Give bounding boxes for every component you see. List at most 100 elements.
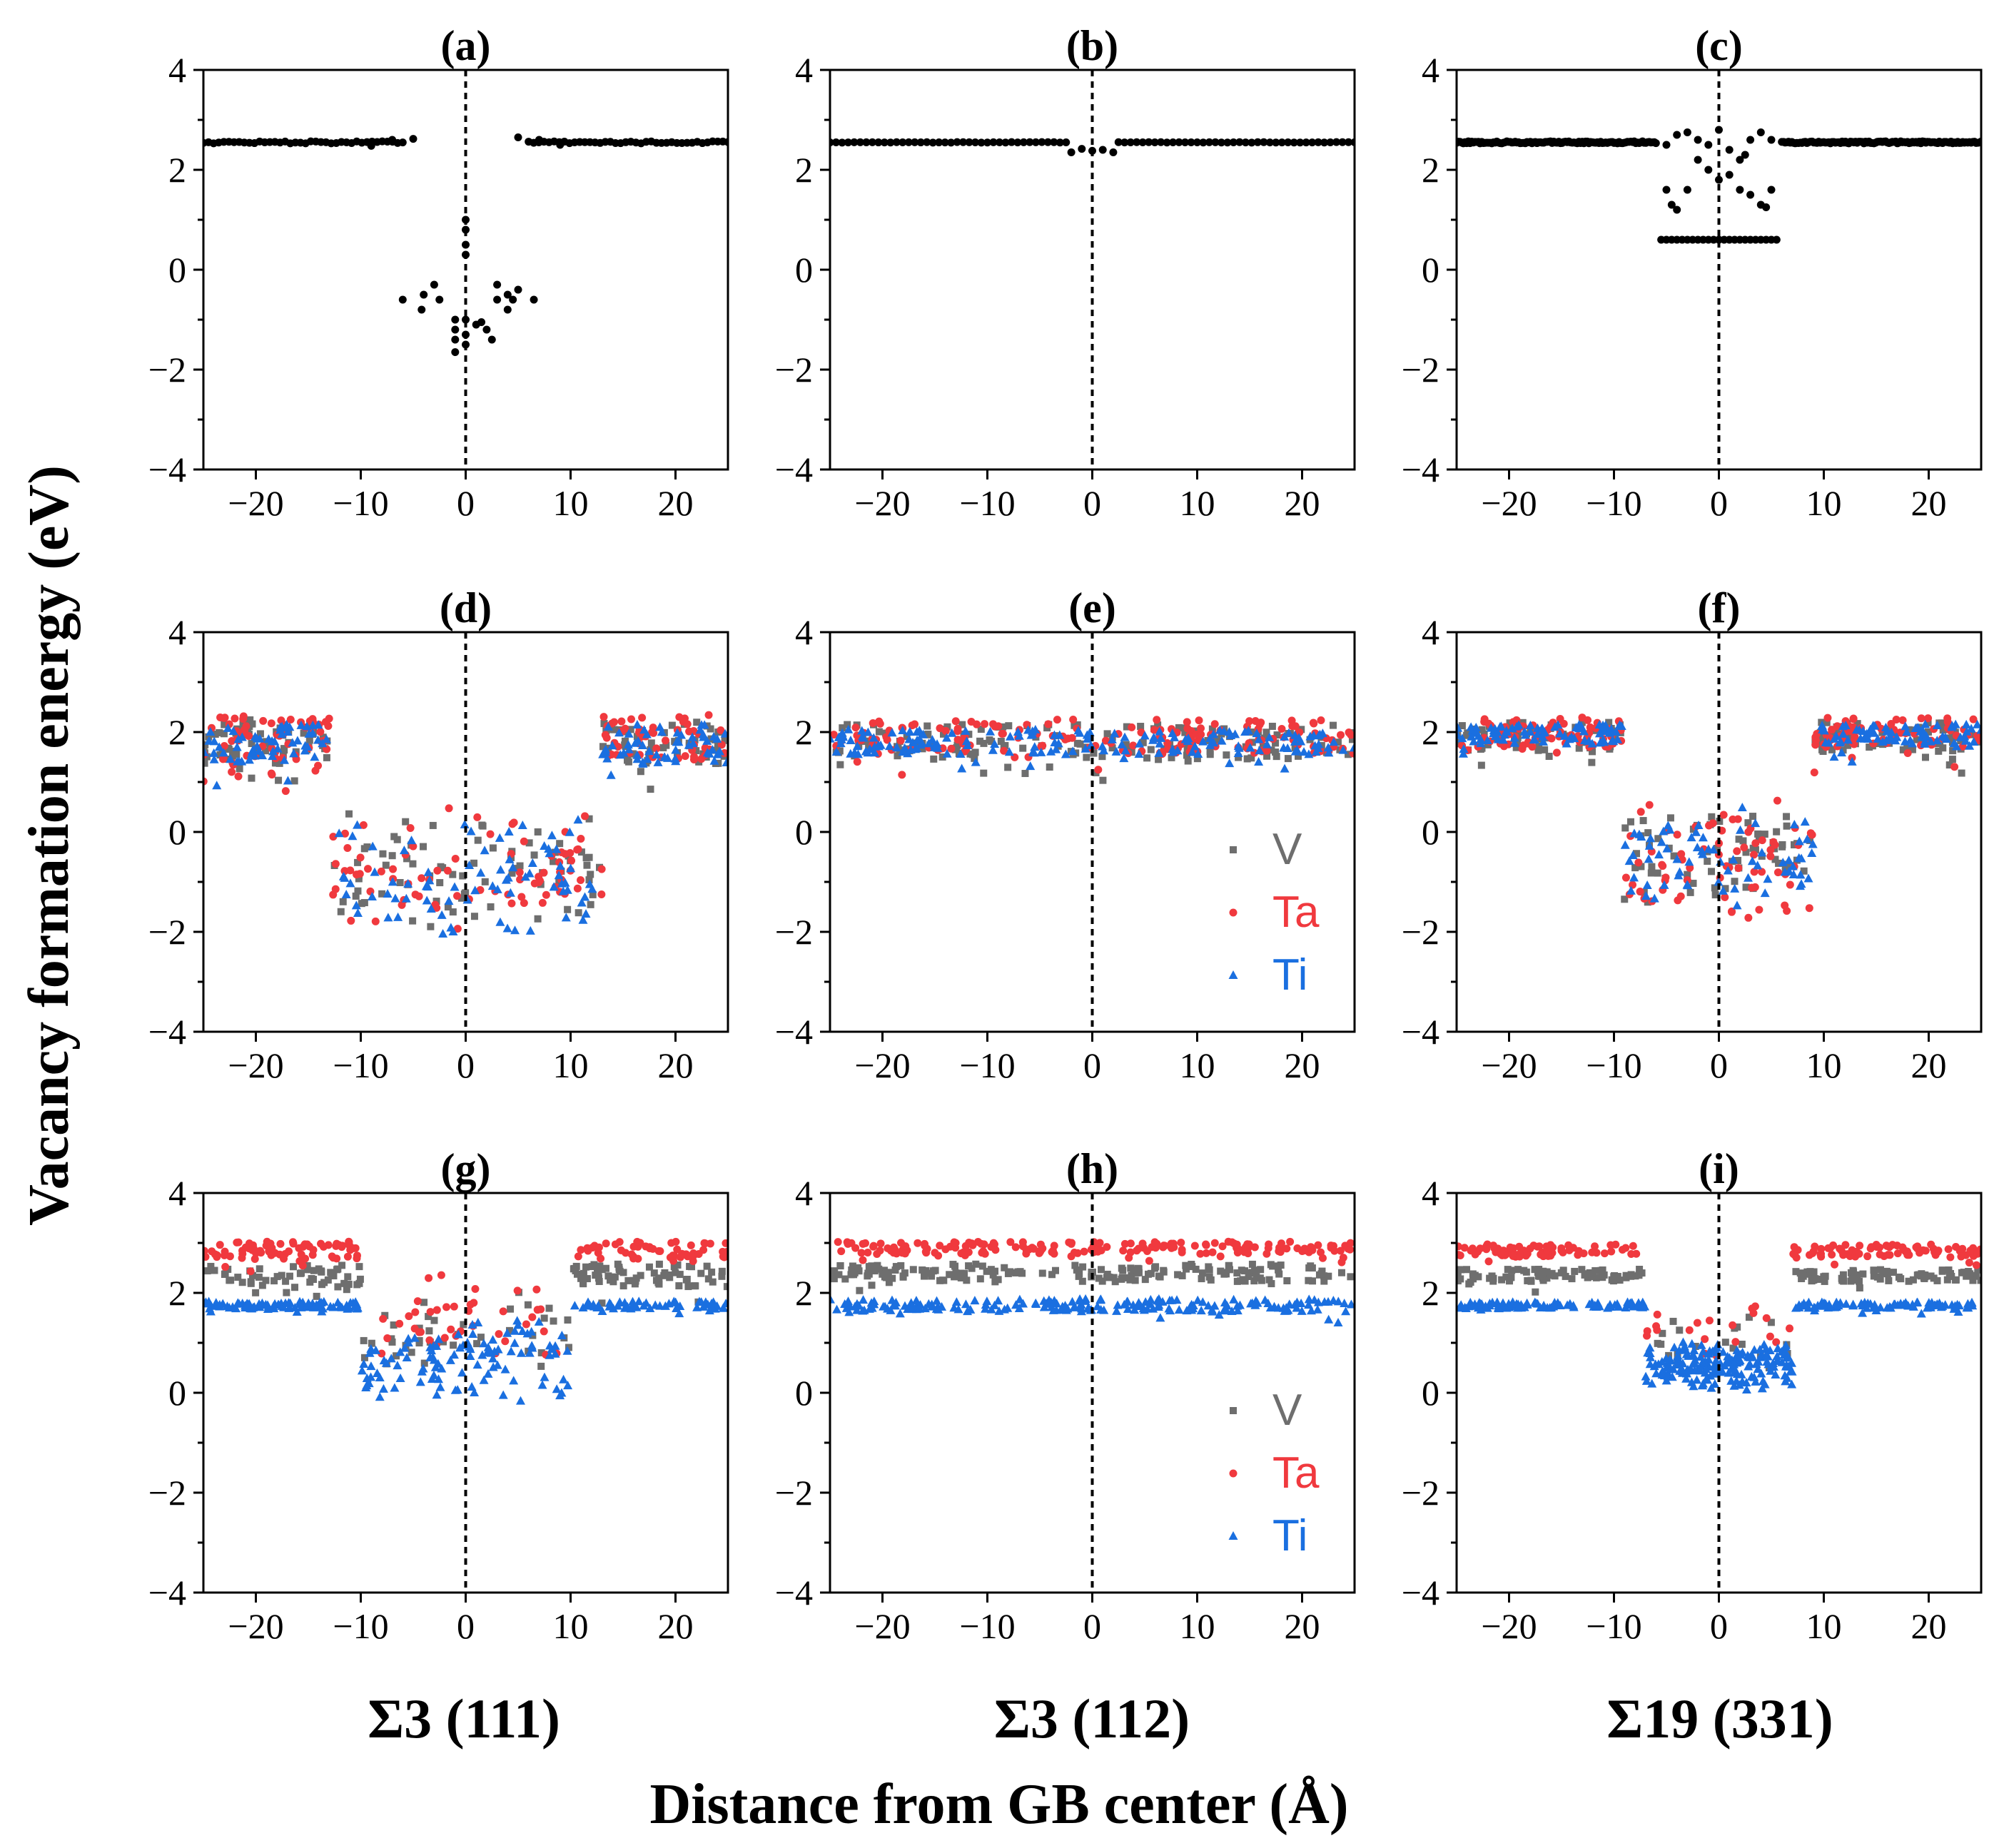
point-Ti-294 xyxy=(1781,1340,1791,1349)
point-pure-83 xyxy=(1098,146,1107,154)
point-Ti-194 xyxy=(1807,848,1817,858)
point-Ti-167 xyxy=(1225,758,1235,768)
point-Ti-335 xyxy=(1685,1365,1695,1374)
point-Ta-35 xyxy=(1277,724,1286,733)
point-V-144 xyxy=(1708,868,1716,875)
point-V-17 xyxy=(345,1280,353,1288)
point-Ti-243 xyxy=(482,1347,492,1356)
point-Ti-129 xyxy=(206,1306,216,1316)
point-Ti-143 xyxy=(1913,723,1923,732)
point-pure-243 xyxy=(1694,136,1702,144)
point-Ta-113 xyxy=(280,1254,288,1263)
panel-d-title: (d) xyxy=(440,584,492,631)
point-V-173 xyxy=(1676,1326,1684,1334)
point-Ta-102 xyxy=(1921,1247,1930,1255)
point-Ti-232 xyxy=(437,1364,447,1373)
point-Ti-110 xyxy=(1873,733,1883,743)
point-Ta-35 xyxy=(599,713,608,721)
point-V-150 xyxy=(585,876,593,884)
point-V-19 xyxy=(305,736,313,744)
point-V-72 xyxy=(1347,1273,1355,1281)
point-V-46 xyxy=(270,1277,278,1285)
point-V-134 xyxy=(1156,1273,1164,1281)
point-Ta-59 xyxy=(285,1247,293,1256)
point-pure-39 xyxy=(1062,138,1071,147)
point-Ta-51 xyxy=(617,717,626,726)
point-Ta-135 xyxy=(495,1330,503,1339)
point-V-130 xyxy=(1210,735,1218,743)
point-Ta-151 xyxy=(1291,722,1300,731)
point-pure-105 xyxy=(493,295,502,304)
point-Ti-198 xyxy=(449,1350,459,1359)
point-Ti-38 xyxy=(614,728,624,737)
point-pure-12 xyxy=(899,138,907,146)
point-V-58 xyxy=(600,720,608,728)
point-V-94 xyxy=(1457,1272,1462,1280)
point-Ti-147 xyxy=(319,1296,329,1306)
point-Ti-56 xyxy=(684,740,694,749)
point-Ti-78 xyxy=(1498,1298,1508,1307)
point-V-150 xyxy=(1966,1270,1974,1278)
point-V-209 xyxy=(1783,860,1791,868)
point-Ta-180 xyxy=(329,890,338,899)
point-pure-23 xyxy=(965,138,973,146)
point-Ta-178 xyxy=(1749,1309,1758,1317)
point-pure-55 xyxy=(1260,138,1268,146)
point-Ti-4 xyxy=(214,742,224,751)
point-V-95 xyxy=(703,1262,711,1270)
point-Ti-288 xyxy=(1645,1343,1655,1352)
point-V-38 xyxy=(1272,753,1280,761)
point-Ti-158 xyxy=(1117,739,1127,748)
point-V-170 xyxy=(889,1274,896,1282)
point-Ta-206 xyxy=(1750,851,1758,859)
point-Ti-109 xyxy=(300,741,310,750)
point-Ti-177 xyxy=(1217,736,1227,745)
point-Ti-369 xyxy=(1681,1374,1691,1383)
point-Ta-144 xyxy=(1855,1249,1863,1258)
point-Ti-164 xyxy=(505,888,515,897)
point-pure-97 xyxy=(451,348,460,356)
point-V-19 xyxy=(1458,722,1466,730)
point-V-171 xyxy=(899,1273,907,1281)
point-Ta-50 xyxy=(941,1245,950,1254)
point-V-33 xyxy=(236,765,243,773)
point-Ti-80 xyxy=(1030,742,1040,751)
point-V-139 xyxy=(1083,753,1090,761)
point-Ti-85 xyxy=(632,750,642,759)
point-Ti-194 xyxy=(1233,1306,1243,1315)
point-Ti-233 xyxy=(375,1392,385,1401)
point-pure-61 xyxy=(1223,138,1232,147)
point-Ta-27 xyxy=(276,1239,285,1248)
point-Ta-163 xyxy=(1038,1245,1046,1254)
point-Ta-87 xyxy=(892,1249,901,1258)
point-pure-53 xyxy=(1272,138,1280,147)
point-Ti-141 xyxy=(1538,728,1548,737)
point-V-18 xyxy=(1275,1270,1283,1278)
point-V-90 xyxy=(999,723,1007,731)
point-V-131 xyxy=(1627,1271,1635,1279)
point-V-77 xyxy=(841,1275,849,1283)
point-Ti-54 xyxy=(864,1304,874,1313)
point-pure-18 xyxy=(935,138,943,147)
point-Ti-201 xyxy=(1789,819,1799,828)
panel-i-points xyxy=(1457,1240,1981,1393)
point-V-166 xyxy=(355,875,363,883)
point-Ta-116 xyxy=(234,1238,243,1247)
point-V-84 xyxy=(1457,1266,1465,1274)
point-pure-42 xyxy=(1338,138,1347,146)
point-Ta-81 xyxy=(681,752,689,761)
point-Ta-168 xyxy=(1729,1321,1737,1329)
panel-g-title: (g) xyxy=(441,1145,491,1192)
point-Ti-48 xyxy=(1119,753,1129,763)
point-V-39 xyxy=(255,1273,263,1281)
point-Ta-139 xyxy=(1337,1258,1346,1266)
point-V-158 xyxy=(425,1327,433,1335)
point-V-116 xyxy=(718,1272,726,1280)
point-pure-248 xyxy=(1746,136,1755,144)
point-Ti-79 xyxy=(1240,726,1250,736)
point-V-52 xyxy=(1108,744,1116,752)
point-pure-16 xyxy=(923,138,931,146)
point-Ti-160 xyxy=(1203,1301,1213,1310)
point-Ti-66 xyxy=(598,749,608,758)
